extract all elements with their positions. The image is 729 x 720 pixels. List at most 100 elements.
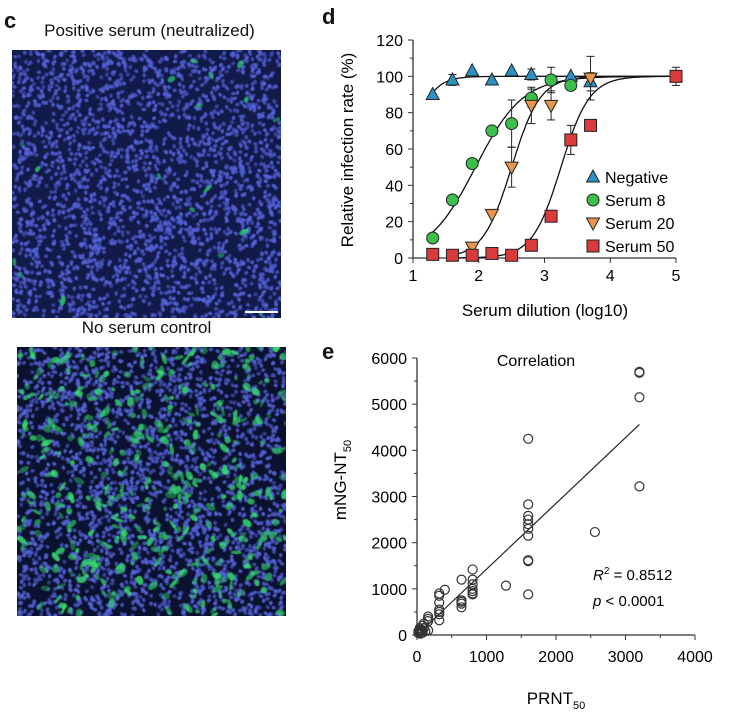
e-data-point xyxy=(523,530,534,541)
d-point-serum-20 xyxy=(504,161,519,176)
e-x-tick-label: 2000 xyxy=(538,649,574,666)
d-point-serum-20 xyxy=(524,99,539,114)
d-point-serum-20 xyxy=(484,208,500,223)
positive-serum-micrograph xyxy=(12,50,281,318)
e-data-point xyxy=(500,580,512,591)
e-data-point xyxy=(434,588,445,599)
e-data-point xyxy=(467,574,478,585)
e-y-label-sub: 50 xyxy=(342,440,354,452)
e-x-axis-label: PRNT50 xyxy=(527,689,586,712)
scale-bar xyxy=(245,311,278,313)
positive-serum-micrograph-canvas xyxy=(12,50,281,318)
e-y-tick-label: 6000 xyxy=(371,351,407,368)
p-label: p xyxy=(592,593,601,610)
e-data-point xyxy=(523,589,534,600)
legend-label-negative: Negative xyxy=(605,170,668,187)
e-y-tick-label: 3000 xyxy=(371,490,407,507)
e-data-point xyxy=(423,611,434,622)
e-data-point xyxy=(523,433,534,444)
legend-label-serum-50: Serum 50 xyxy=(605,239,674,256)
d-x-tick-label: 5 xyxy=(672,268,681,285)
d-x-axis-label: Serum dilution (log10) xyxy=(462,301,628,320)
e-y-tick-label: 4000 xyxy=(371,443,407,460)
legend-label-serum-20: Serum 20 xyxy=(605,216,674,233)
p-value-annotation: p < 0.0001 xyxy=(592,593,664,610)
no-serum-micrograph xyxy=(17,347,286,616)
no-serum-micrograph-canvas xyxy=(17,347,286,616)
no-serum-caption: No serum control xyxy=(81,318,212,337)
e-data-point xyxy=(467,588,478,599)
e-x-tick-label: 1000 xyxy=(469,649,505,666)
e-data-point xyxy=(523,519,534,530)
d-y-tick-label: 20 xyxy=(385,215,403,232)
d-y-tick-label: 80 xyxy=(385,106,403,123)
d-point-serum-50 xyxy=(485,246,499,260)
r-squared-annotation: R2 = 0.8512 xyxy=(593,566,672,584)
legend-marker-serum-50 xyxy=(586,239,600,253)
legend-marker-serum-8 xyxy=(586,193,600,207)
e-data-point xyxy=(634,392,645,403)
dose-response-chart: 1 2 3 4 5 0 20 40 60 80 100 120 Negative Serum 8 Seru… xyxy=(338,33,683,320)
d-point-serum-50 xyxy=(505,248,519,262)
e-chart-title: Correlation xyxy=(497,353,575,370)
d-point-serum-50 xyxy=(445,248,459,262)
e-data-point xyxy=(634,366,645,377)
panel-d-label: d xyxy=(322,4,336,29)
d-point-serum-8 xyxy=(485,124,499,138)
e-x-tick-label: 4000 xyxy=(677,649,713,666)
d-point-serum-50 xyxy=(544,209,558,223)
d-point-serum-8 xyxy=(544,73,558,87)
p-value: < 0.0001 xyxy=(601,593,664,610)
d-point-serum-8 xyxy=(505,117,519,131)
legend-marker-negative xyxy=(585,168,601,183)
e-data-point xyxy=(456,574,467,585)
d-point-negative xyxy=(445,71,460,86)
panel-c-label: c xyxy=(4,8,17,33)
e-data-point xyxy=(434,606,445,618)
e-data-point xyxy=(467,564,478,575)
r-value: = 0.8512 xyxy=(609,567,672,584)
e-y-tick-label: 5000 xyxy=(371,397,407,414)
legend-label-serum-8: Serum 8 xyxy=(605,193,666,210)
e-data-point xyxy=(589,526,601,538)
d-point-serum-50 xyxy=(524,238,538,252)
e-x-tick-label: 0 xyxy=(413,649,422,666)
e-x-label-sub: 50 xyxy=(573,700,585,712)
d-point-negative xyxy=(524,66,539,81)
d-point-negative xyxy=(464,62,480,77)
d-x-tick-label: 1 xyxy=(409,268,418,285)
d-point-serum-8 xyxy=(426,231,440,245)
regression-line xyxy=(416,424,640,636)
e-y-tick-label: 1000 xyxy=(371,582,407,599)
d-point-serum-50 xyxy=(584,118,598,132)
d-point-serum-20 xyxy=(464,241,480,256)
d-point-serum-20 xyxy=(543,99,559,114)
e-y-axis-label: mNG-NT50 xyxy=(331,440,354,520)
e-data-point xyxy=(523,510,534,521)
d-y-tick-label: 40 xyxy=(385,178,403,195)
d-y-tick-label: 100 xyxy=(376,69,403,86)
d-y-tick-label: 120 xyxy=(376,33,403,50)
e-y-label-main: mNG-NT xyxy=(331,452,350,520)
positive-serum-caption: Positive serum (neutralized) xyxy=(44,21,255,40)
legend-marker-serum-20 xyxy=(585,217,601,232)
d-point-negative xyxy=(425,86,441,100)
d-point-negative xyxy=(484,71,500,86)
d-y-tick-label: 60 xyxy=(385,142,403,159)
d-point-serum-8 xyxy=(465,157,479,171)
panel-e-label: e xyxy=(322,339,335,364)
d-y-axis-label: Relative infection rate (%) xyxy=(338,53,357,248)
e-data-point xyxy=(456,602,467,613)
d-point-serum-50 xyxy=(564,133,578,147)
r-label: R xyxy=(593,567,604,584)
r-sup: 2 xyxy=(604,566,610,577)
d-point-serum-50 xyxy=(426,247,440,261)
e-data-point xyxy=(523,499,534,510)
d-x-tick-label: 3 xyxy=(540,268,549,285)
d-y-tick-label: 0 xyxy=(394,251,403,268)
e-data-point xyxy=(634,481,645,492)
d-point-serum-50 xyxy=(669,69,683,83)
e-data-point xyxy=(523,555,534,566)
e-x-label-main: PRNT xyxy=(527,689,573,708)
d-x-tick-label: 2 xyxy=(474,268,483,285)
